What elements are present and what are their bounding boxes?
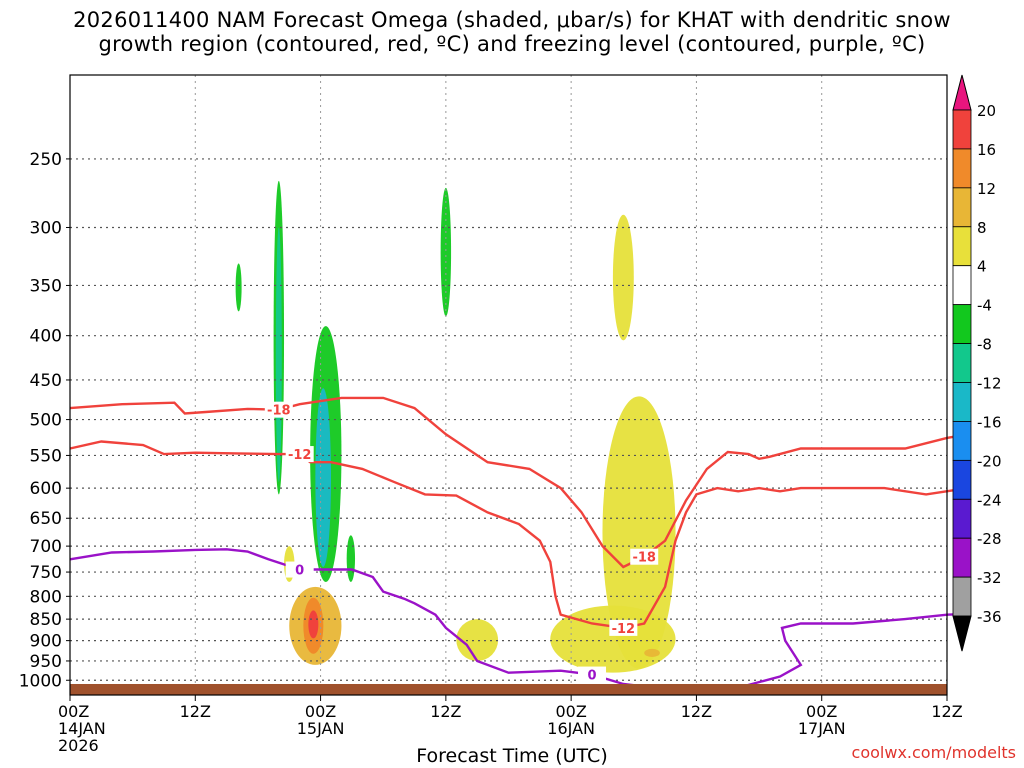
colorbar-label-11: -28 (977, 530, 1002, 548)
colorbar-label-3: 8 (977, 219, 987, 237)
y-tick-label-800: 800 (30, 587, 62, 607)
site-credit: coolwx.com/modelts (851, 743, 1016, 762)
contour-label--12: -12 (612, 622, 636, 637)
colorbar-bin-8 (952, 382, 972, 422)
colorbar-bin-4 (952, 226, 972, 267)
x-tick-label-0-1: 14JAN (58, 719, 106, 738)
y-tick-label-850: 850 (30, 610, 62, 630)
omega-region-2 (275, 227, 282, 482)
y-tick-label-950: 950 (30, 652, 62, 672)
y-tick-label-900: 900 (30, 632, 62, 652)
contour-label--12: -12 (288, 448, 312, 463)
colorbar-bin-6 (952, 304, 972, 344)
contour-label--18: -18 (267, 404, 291, 419)
colorbar-label-5: -4 (977, 297, 992, 315)
colorbar-label-4: 4 (977, 258, 987, 276)
colorbar-label-0: 20 (977, 102, 996, 120)
x-tick-label-72-1: 17JAN (798, 719, 846, 738)
contour-label-bg (285, 561, 314, 578)
omega-region-3 (315, 388, 332, 568)
omega-region-9 (550, 605, 676, 673)
colorbar-bin-9 (952, 421, 972, 461)
colorbar-label-10: -24 (977, 491, 1002, 509)
contour--12-1 (69, 440, 969, 630)
y-tick-label-700: 700 (30, 537, 62, 557)
contour-label-bg (578, 666, 607, 683)
y-tick-label-350: 350 (30, 276, 62, 296)
colorbar-label-1: 16 (977, 141, 996, 159)
terrain-surface (70, 683, 947, 695)
y-tick-label-250: 250 (30, 150, 62, 170)
colorbar-bin-11 (952, 498, 972, 539)
omega-region-5 (235, 263, 242, 312)
contour-label-bg (264, 401, 293, 418)
y-tick-label-1000: 1000 (19, 671, 62, 691)
plot-frame (69, 74, 948, 696)
colorbar-label-9: -20 (977, 452, 1002, 470)
x-axis-title: Forecast Time (UTC) (416, 745, 608, 767)
colorbar-bin-2 (952, 148, 972, 189)
x-tick-label-60-0: 12Z (681, 702, 712, 721)
y-tick-label-500: 500 (30, 411, 62, 431)
colorbar-bottom-arrow (952, 615, 972, 652)
x-tick-label-84-0: 12Z (931, 702, 962, 721)
plot-area (70, 75, 947, 695)
colorbar-bin-5 (952, 265, 972, 306)
x-tick-label-72-0: 00Z (806, 702, 837, 721)
contour-label--18: -18 (632, 551, 656, 566)
colorbar-label-6: -8 (977, 336, 992, 354)
x-tick-label-36-0: 12Z (430, 702, 461, 721)
contour-label-bg (285, 446, 314, 463)
colorbar-bin-1 (952, 109, 972, 150)
y-tick-label-650: 650 (30, 509, 62, 529)
y-tick-label-450: 450 (30, 371, 62, 391)
colorbar-bin-7 (952, 343, 972, 383)
omega-region-7 (612, 214, 634, 341)
contour-label-bg (609, 619, 638, 636)
chart-title-line2: growth region (contoured, red, ºC) and f… (98, 32, 926, 56)
y-tick-label-750: 750 (30, 563, 62, 583)
contour-label-0: 0 (295, 564, 304, 579)
x-tick-label-48-1: 16JAN (547, 719, 595, 738)
colorbar-label-13: -36 (977, 608, 1002, 626)
y-tick-label-550: 550 (30, 446, 62, 466)
y-tick-label-400: 400 (30, 327, 62, 347)
x-tick-label-48-0: 00Z (555, 702, 586, 721)
x-tick-label-12-0: 12Z (180, 702, 211, 721)
colorbar-label-2: 12 (977, 180, 996, 198)
omega-region-core-red (308, 610, 319, 639)
contour-label-bg (630, 548, 659, 565)
omega-region-6 (346, 535, 356, 582)
colorbar-label-8: -16 (977, 413, 1002, 431)
x-tick-label-0-0: 00Z (58, 702, 89, 721)
chart-title-line1: 2026011400 NAM Forecast Omega (shaded, μ… (73, 8, 951, 32)
colorbar-bin-13 (952, 576, 972, 617)
omega-region-4 (440, 187, 452, 317)
contour-label-0: 0 (588, 669, 597, 684)
colorbar-bin-12 (952, 537, 972, 578)
colorbar-label-12: -32 (977, 569, 1002, 587)
contour-0-2 (69, 548, 968, 691)
x-tick-label-24-0: 00Z (305, 702, 336, 721)
colorbar-top-arrow (952, 74, 972, 111)
colorbar-bin-10 (952, 459, 972, 500)
omega-region-13 (644, 648, 660, 657)
x-tick-label-24-1: 15JAN (297, 719, 345, 738)
colorbar-label-7: -12 (977, 375, 1002, 393)
y-tick-label-600: 600 (30, 479, 62, 499)
contour--18-0 (69, 396, 969, 569)
y-tick-label-300: 300 (30, 218, 62, 238)
colorbar-bin-3 (952, 187, 972, 228)
x-tick-label-0-2: 2026 (58, 736, 99, 755)
omega-region-10 (456, 619, 499, 661)
